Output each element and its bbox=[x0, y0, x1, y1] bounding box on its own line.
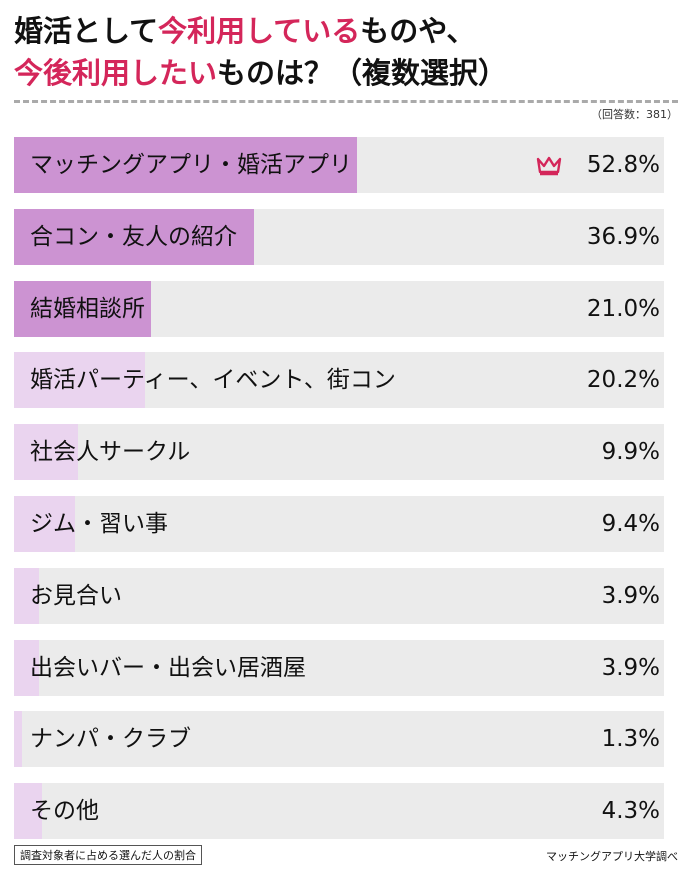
title-text: 婚活として bbox=[14, 14, 159, 48]
bar-row: お見合い 3.9% bbox=[14, 568, 664, 624]
category-label: ナンパ・クラブ bbox=[30, 726, 191, 752]
category-label: 婚活パーティー、イベント、街コン bbox=[30, 367, 396, 393]
bar bbox=[14, 424, 79, 480]
category-label: 合コン・友人の紹介 bbox=[30, 224, 237, 250]
bar bbox=[14, 137, 358, 193]
respondent-count: （回答数：381） bbox=[591, 108, 678, 121]
title-line-1: 婚活として今利用しているものや、 bbox=[14, 10, 684, 52]
value-label: 1.3% bbox=[601, 726, 660, 752]
title-line-2: 今後利用したいものは？（複数選択） bbox=[14, 52, 684, 94]
bar-row: マッチングアプリ・婚活アプリ 52.8% bbox=[14, 137, 664, 193]
category-label: マッチングアプリ・婚活アプリ bbox=[30, 152, 352, 178]
value-label: 3.9% bbox=[601, 655, 660, 681]
value-label: 9.9% bbox=[601, 439, 660, 465]
value-label: 4.3% bbox=[601, 798, 660, 824]
title-highlight: 今利用している bbox=[158, 14, 361, 48]
value-label: 21.0% bbox=[586, 296, 660, 322]
bar bbox=[14, 281, 151, 337]
category-label: 社会人サークル bbox=[30, 439, 191, 465]
value-label: 20.2% bbox=[586, 367, 660, 393]
value-label: 9.4% bbox=[601, 511, 660, 537]
bar bbox=[14, 711, 23, 767]
title-highlight: 今後利用したい bbox=[14, 56, 218, 90]
category-label: その他 bbox=[30, 798, 99, 824]
category-label: ジム・習い事 bbox=[30, 511, 168, 537]
bar-row: 社会人サークル 9.9% bbox=[14, 424, 664, 480]
chart-title: 婚活として今利用しているものや、 今後利用したいものは？（複数選択） bbox=[14, 10, 684, 94]
source-credit: マッチングアプリ大学調べ bbox=[546, 850, 678, 863]
bar-row: 結婚相談所 21.0% bbox=[14, 281, 664, 337]
bar-row: ナンパ・クラブ 1.3% bbox=[14, 711, 664, 767]
crown-icon bbox=[536, 156, 562, 176]
bar-row: 出会いバー・出会い居酒屋 3.9% bbox=[14, 640, 664, 696]
bar-row: ジム・習い事 9.4% bbox=[14, 496, 664, 552]
title-divider bbox=[14, 100, 678, 103]
bar-row: 婚活パーティー、イベント、街コン 20.2% bbox=[14, 352, 664, 408]
bar bbox=[14, 783, 42, 839]
bar bbox=[14, 640, 40, 696]
footnote: 調査対象者に占める選んだ人の割合 bbox=[14, 845, 202, 865]
category-label: 出会いバー・出会い居酒屋 bbox=[30, 655, 306, 681]
value-label: 3.9% bbox=[601, 583, 660, 609]
bar bbox=[14, 496, 76, 552]
bar bbox=[14, 209, 254, 265]
value-label: 36.9% bbox=[586, 224, 660, 250]
bar-row: その他 4.3% bbox=[14, 783, 664, 839]
value-label: 52.8% bbox=[586, 152, 660, 178]
title-text: ものは？（複数選択） bbox=[217, 56, 508, 90]
bar-row: 合コン・友人の紹介 36.9% bbox=[14, 209, 664, 265]
category-label: お見合い bbox=[30, 583, 122, 609]
bar bbox=[14, 568, 40, 624]
category-label: 結婚相談所 bbox=[30, 296, 145, 322]
title-text: ものや、 bbox=[360, 14, 476, 48]
bar bbox=[14, 352, 146, 408]
